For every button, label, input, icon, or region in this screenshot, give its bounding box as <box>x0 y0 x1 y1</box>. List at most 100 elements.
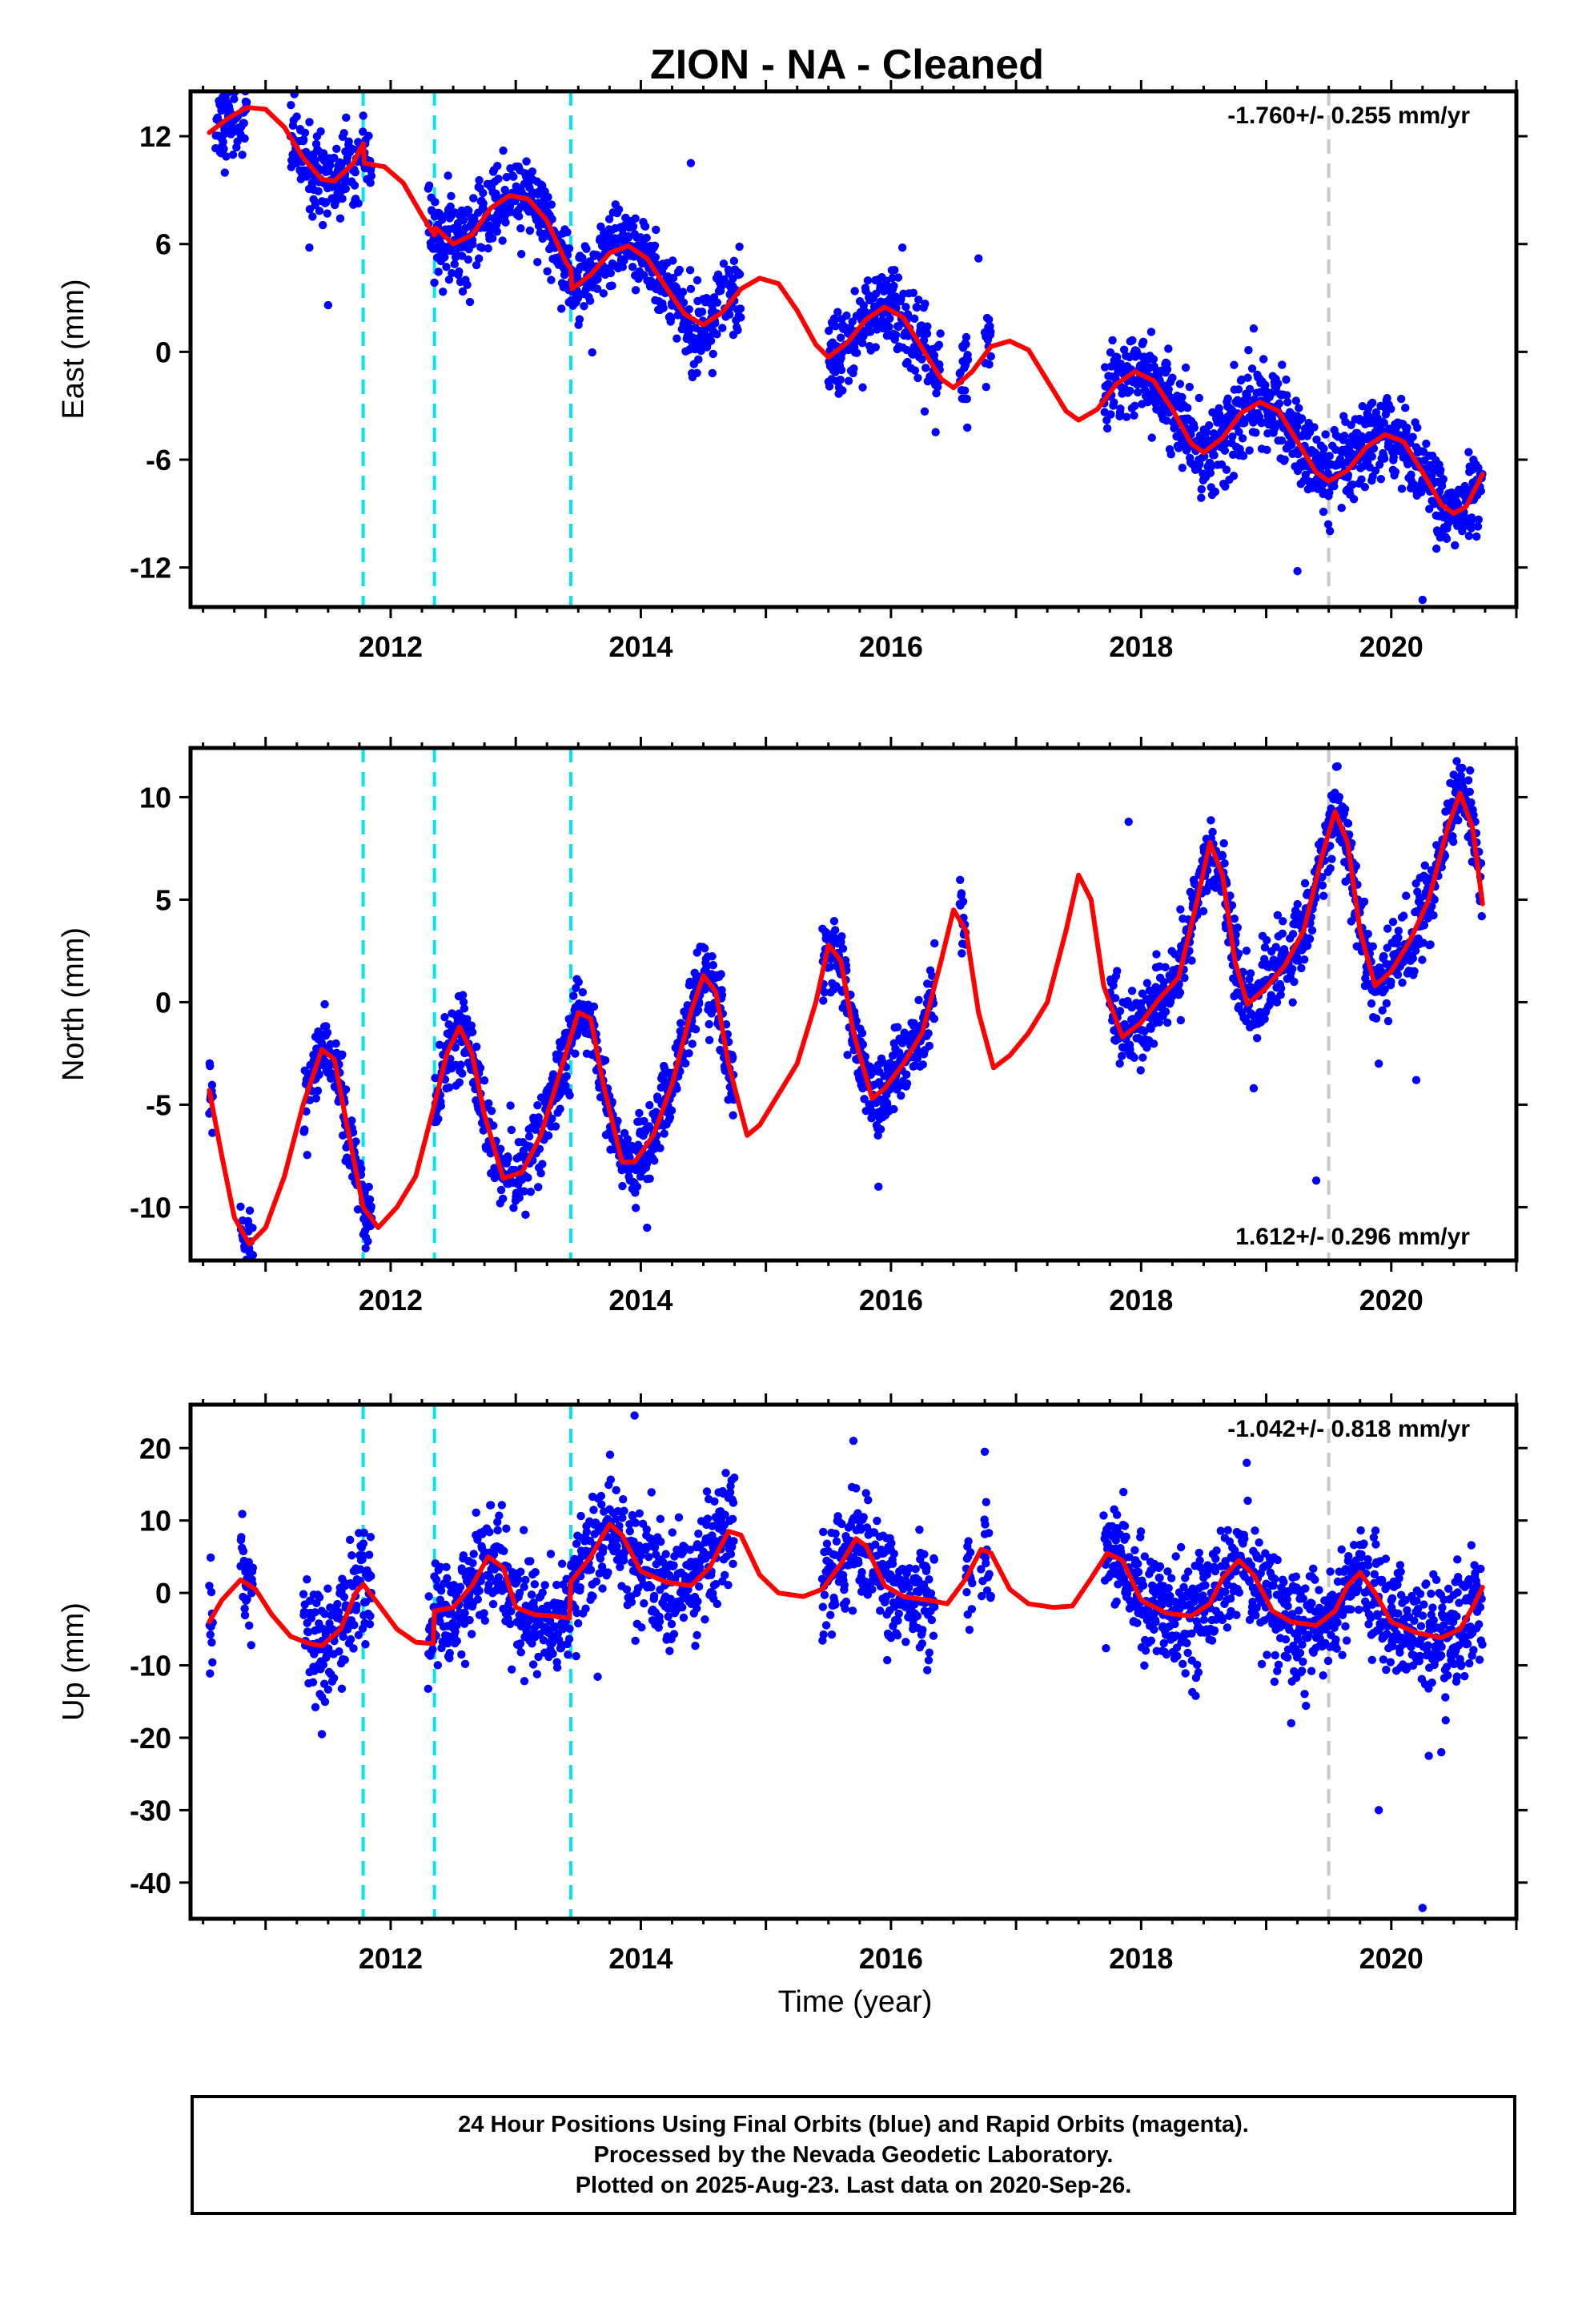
data-point <box>1319 891 1328 900</box>
data-point <box>1185 382 1195 392</box>
data-point <box>931 428 940 436</box>
data-point <box>337 1684 347 1693</box>
y-tick-label: 0 <box>155 336 171 368</box>
data-point <box>1371 466 1380 475</box>
data-point <box>984 315 994 324</box>
data-point <box>837 931 846 941</box>
data-point <box>1127 987 1137 995</box>
data-point <box>843 1051 852 1059</box>
data-point <box>1464 448 1473 456</box>
data-point <box>366 179 375 187</box>
data-point <box>1449 837 1458 846</box>
data-point <box>341 1085 351 1094</box>
data-point <box>1245 384 1255 394</box>
data-point <box>909 288 918 297</box>
data-point <box>1360 482 1370 492</box>
data-point <box>1398 978 1407 987</box>
outlier-point <box>499 146 508 155</box>
data-point <box>1411 946 1420 955</box>
model-fit-line <box>207 105 1485 517</box>
data-point <box>357 1164 366 1173</box>
data-point <box>1408 954 1418 963</box>
x-tick-label: 2016 <box>859 1284 923 1317</box>
data-point <box>319 1660 328 1670</box>
data-point <box>446 202 455 211</box>
data-point <box>1379 951 1388 961</box>
data-point <box>339 1632 347 1642</box>
data-point <box>923 322 932 331</box>
data-point <box>324 1644 333 1653</box>
data-point <box>1278 360 1287 369</box>
data-point <box>901 1070 911 1080</box>
data-point <box>1130 401 1139 410</box>
data-point <box>632 1182 642 1192</box>
data-point <box>1288 930 1298 939</box>
data-point <box>1273 911 1283 920</box>
data-point <box>1297 963 1306 973</box>
data-point <box>486 1501 496 1510</box>
data-point <box>1325 452 1334 460</box>
data-point <box>725 310 734 319</box>
data-point <box>206 1061 215 1071</box>
data-point <box>564 244 574 253</box>
data-point <box>533 257 542 267</box>
data-point <box>222 152 231 161</box>
data-point <box>364 1550 374 1559</box>
data-point <box>1190 424 1199 432</box>
data-point <box>366 1533 375 1542</box>
data-point <box>476 1063 485 1072</box>
data-point <box>640 222 650 231</box>
data-point <box>1243 373 1252 382</box>
data-point <box>538 1160 547 1168</box>
data-point <box>1363 929 1372 939</box>
data-point <box>355 1565 365 1574</box>
data-point <box>963 423 972 432</box>
data-point <box>455 1078 464 1087</box>
data-point <box>238 75 246 83</box>
data-point <box>237 1533 246 1542</box>
data-point <box>1128 336 1137 345</box>
data-point <box>1162 416 1171 425</box>
data-point <box>247 1641 255 1650</box>
y-tick-label: -10 <box>130 1191 171 1224</box>
data-point <box>1326 864 1335 873</box>
data-point <box>548 1649 557 1659</box>
data-point <box>897 243 907 252</box>
data-point <box>1466 766 1475 775</box>
data-point <box>1176 1015 1186 1025</box>
data-point <box>1388 917 1398 927</box>
data-point <box>1197 493 1206 502</box>
data-point <box>650 241 660 250</box>
data-point <box>509 172 518 181</box>
data-point <box>303 1575 311 1584</box>
data-point <box>528 1660 538 1669</box>
data-point <box>1427 471 1436 480</box>
data-point <box>909 1019 918 1027</box>
data-point <box>665 1112 675 1122</box>
data-point <box>1130 411 1138 420</box>
data-point <box>514 1575 523 1584</box>
outlier-point <box>361 1244 370 1252</box>
data-point <box>1147 433 1156 442</box>
data-point <box>1347 420 1355 429</box>
data-point <box>1394 927 1403 935</box>
data-point <box>1276 983 1286 993</box>
data-point <box>1187 956 1196 965</box>
data-point <box>493 216 503 226</box>
data-point <box>323 1651 331 1659</box>
data-point <box>642 233 651 243</box>
data-point <box>1143 397 1152 407</box>
data-point <box>493 1518 502 1526</box>
data-point <box>1312 435 1321 444</box>
data-point <box>444 1083 454 1092</box>
data-point <box>1401 404 1410 412</box>
data-point <box>1263 445 1271 455</box>
data-point <box>575 315 584 324</box>
data-point <box>240 68 248 76</box>
data-point <box>1295 404 1303 412</box>
data-point <box>618 263 627 271</box>
data-point <box>354 199 363 208</box>
data-point <box>480 1076 489 1085</box>
data-point <box>562 1072 571 1081</box>
